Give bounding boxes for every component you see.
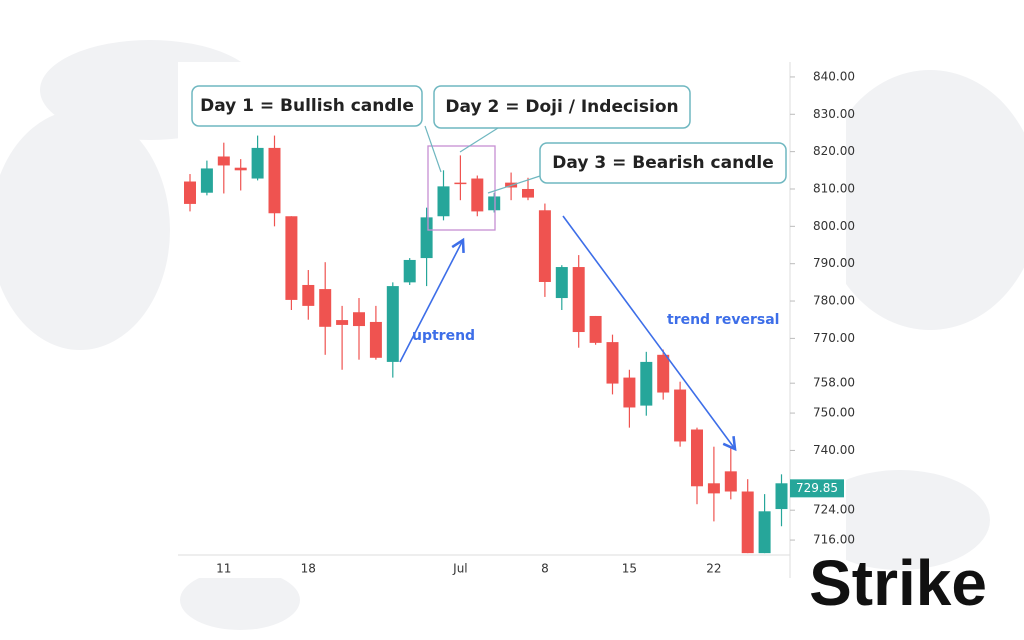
y-tick-label: 830.00 (813, 107, 855, 121)
candle-body (606, 342, 619, 384)
candle-body (251, 147, 264, 179)
candle-body (353, 312, 365, 327)
candle-body (234, 167, 247, 171)
candle-body (741, 491, 754, 554)
x-tick-label: 8 (541, 562, 549, 576)
candle-body (555, 267, 568, 299)
candle-body (420, 217, 433, 259)
annotation: Day 3 = Bearish candle (552, 153, 773, 173)
x-tick-label: 22 (706, 562, 721, 576)
candle-body (336, 320, 349, 325)
trend-arrow (562, 215, 737, 452)
candle-body (657, 354, 670, 393)
y-tick-label: 840.00 (813, 69, 855, 83)
y-tick-label: 724.00 (813, 503, 855, 517)
highlight-box (427, 145, 496, 231)
candle-body (184, 181, 196, 204)
candle-body (471, 178, 484, 212)
callout-line (459, 127, 499, 153)
candle-body (572, 267, 585, 333)
y-tick-label: 790.00 (813, 256, 855, 270)
candle-body (758, 511, 771, 554)
candle-body (369, 321, 382, 358)
candle-body (403, 259, 416, 283)
candle-body (623, 377, 636, 408)
last-price-label: 729.85 (796, 481, 838, 495)
annotation: uptrend (412, 328, 475, 344)
candle-body (640, 361, 653, 406)
candle-body (386, 286, 399, 362)
candle-body (437, 186, 450, 217)
y-tick-label: 750.00 (813, 406, 855, 420)
x-tick-label: 11 (216, 562, 231, 576)
annotation: Day 1 = Bullish candle (200, 96, 414, 116)
candle-body (268, 147, 281, 214)
trend-arrow (399, 237, 465, 363)
candle-body (488, 196, 501, 211)
last-price-marker (790, 479, 844, 498)
annotation: trend reversal (667, 312, 779, 328)
annotation: Day 2 = Doji / Indecision (445, 97, 678, 117)
y-tick-label: 820.00 (813, 144, 855, 158)
y-tick-label: 758.00 (813, 376, 855, 390)
candle-body (775, 483, 788, 510)
y-tick-label: 800.00 (813, 219, 855, 233)
callout-box (191, 85, 423, 127)
candle-body (724, 471, 737, 492)
callout-box (539, 142, 787, 184)
plot: 840.00 830.00 820.00 810.00 800.00 790.00 780.… (184, 69, 855, 576)
candle-body (674, 389, 687, 442)
y-tick-label: 716.00 (813, 533, 855, 547)
candle-body (302, 284, 315, 306)
brand-logo: Strike (809, 547, 987, 619)
candle-body (538, 210, 551, 282)
candle-body (285, 216, 298, 300)
candle-body (217, 156, 230, 166)
candle-body (691, 429, 703, 487)
candle-body (454, 182, 467, 185)
y-tick-label: 770.00 (813, 331, 855, 345)
callout-line (487, 175, 541, 194)
candle-body (200, 168, 213, 193)
y-tick-label: 810.00 (813, 181, 855, 195)
y-tick-label: 780.00 (813, 294, 855, 308)
candle-body (707, 483, 720, 494)
callout-box (433, 85, 691, 129)
candle-body (522, 188, 534, 198)
callout-line (424, 125, 442, 173)
candle-body (319, 289, 332, 327)
y-tick-label: 740.00 (813, 443, 855, 457)
x-tick-label: 18 (301, 562, 316, 576)
x-tick-label: Jul (452, 562, 467, 576)
candle-body (589, 315, 602, 343)
x-tick-label: 15 (622, 562, 637, 576)
